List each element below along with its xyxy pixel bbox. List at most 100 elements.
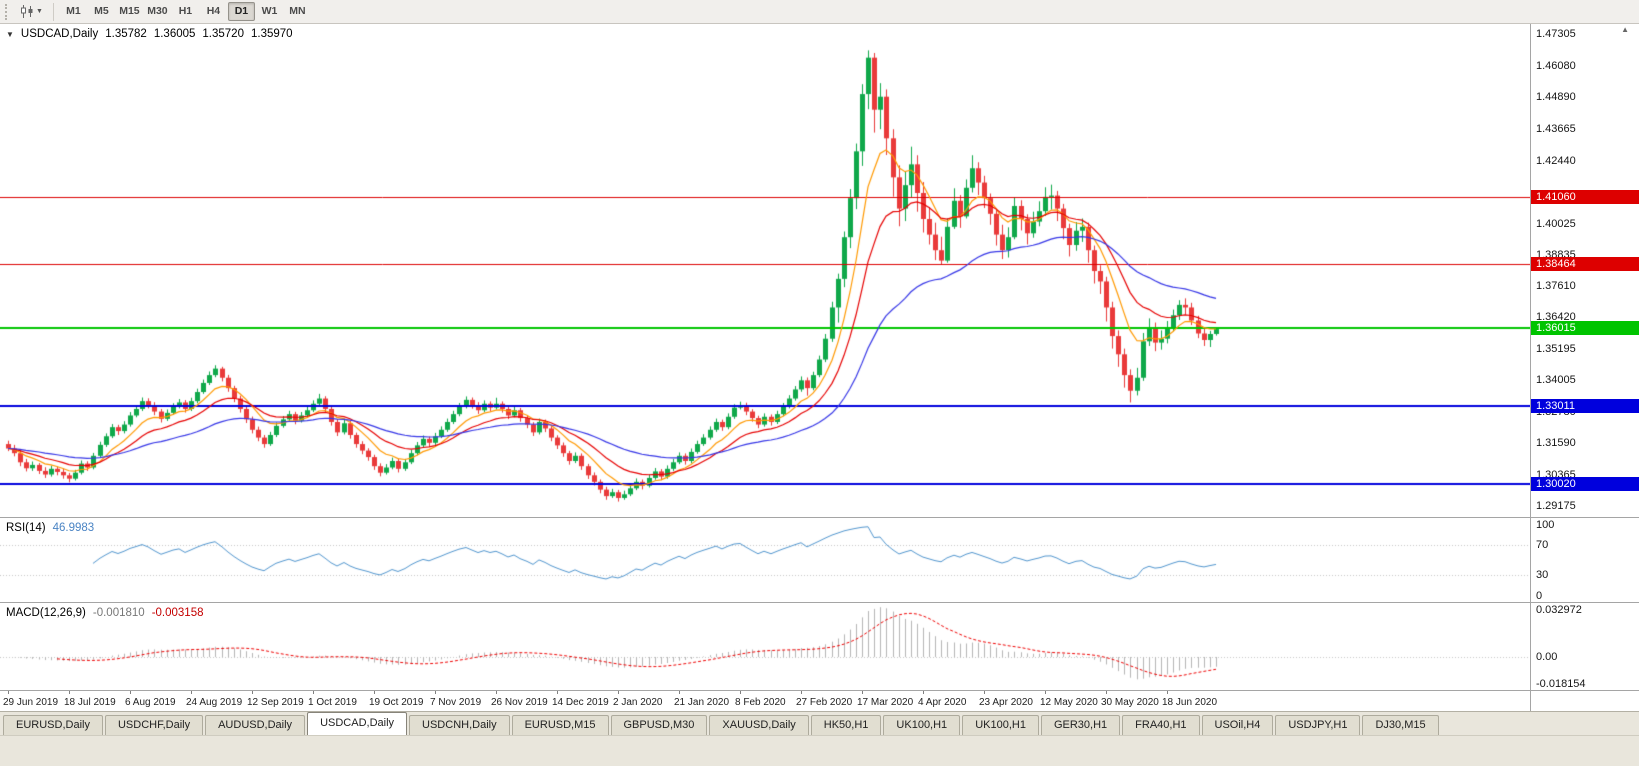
time-axis-label: 27 Feb 2020 (796, 697, 853, 708)
rsi-panel: RSI(14) 46.9983 100 70 30 0 (0, 517, 1639, 602)
timeframe-toolbar: ▼ M1 M5 M15 M30 H1 H4 D1 W1 MN (0, 0, 1639, 24)
price-tick-label: 1.44890 (1536, 90, 1576, 103)
chart-type-dropdown-caret-icon: ▼ (36, 8, 43, 15)
rsi-level-label: 30 (1536, 568, 1549, 581)
tab-usdchf-daily[interactable]: USDCHF,Daily (104, 715, 204, 735)
chart-type-button[interactable]: ▼ (16, 2, 47, 21)
tab-usoil-h4[interactable]: USOil,H4 (1201, 715, 1274, 735)
tab-dj30-m15[interactable]: DJ30,M15 (1362, 715, 1439, 735)
price-scale[interactable]: ▲ 1.47305 1.46080 1.44890 1.43665 1.42440 1.4… (1530, 24, 1639, 517)
time-axis-label: 18 Jun 2020 (1162, 697, 1218, 708)
time-axis-tick (618, 691, 619, 694)
tab-usdcad-daily[interactable]: USDCAD,Daily (307, 712, 408, 735)
timeframe-button-h4[interactable]: H4 (206, 5, 221, 17)
price-tick-label: 1.29175 (1536, 499, 1576, 512)
tab-usdcnh-daily[interactable]: USDCNH,Daily (409, 715, 510, 735)
time-axis-label: 26 Nov 2019 (491, 697, 548, 708)
chart-symbol-period: USDCAD,Daily (20, 28, 99, 40)
time-axis-tick (862, 691, 863, 694)
time-axis-tick (801, 691, 802, 694)
price-line-badge: 1.30020 (1531, 476, 1639, 491)
tab-hk50-h1[interactable]: HK50,H1 (810, 715, 882, 735)
tab-eurusd-daily[interactable]: EURUSD,Daily (3, 715, 103, 735)
time-axis-tick (191, 691, 192, 694)
time-axis-tick (374, 691, 375, 694)
time-axis-tick (313, 691, 314, 694)
timeframe-button-m1[interactable]: M1 (66, 5, 81, 17)
toolbar-separator (52, 2, 54, 21)
timeframe-button-mn[interactable]: MN (289, 5, 306, 17)
ohlc-high: 1.36005 (153, 28, 196, 40)
time-axis-label: 21 Jan 2020 (674, 697, 730, 708)
time-axis-tick (923, 691, 924, 694)
rsi-header: RSI(14) 46.9983 (6, 522, 94, 534)
price-line-badge: 1.38464 (1531, 257, 1639, 272)
time-axis-tick (8, 691, 9, 694)
time-axis[interactable]: 29 Jun 2019 18 Jul 2019 6 Aug 2019 24 Aug 2… (0, 691, 1530, 711)
time-axis-label: 7 Nov 2019 (430, 697, 482, 708)
time-axis-tick (130, 691, 131, 694)
time-axis-label: 8 Feb 2020 (735, 697, 786, 708)
time-axis-label: 14 Dec 2019 (552, 697, 609, 708)
axis-corner (1530, 691, 1639, 711)
macd-chart-canvas[interactable] (0, 603, 1530, 690)
ohlc-close: 1.35970 (250, 28, 293, 40)
macd-level-label: 0.032972 (1536, 604, 1582, 616)
macd-level-label: 0.00 (1536, 651, 1558, 663)
rsi-scale[interactable]: 100 70 30 0 (1530, 518, 1639, 602)
time-axis-tick (557, 691, 558, 694)
rsi-value: 46.9983 (52, 522, 95, 534)
time-axis-tick (496, 691, 497, 694)
tab-gbpusd-m30[interactable]: GBPUSD,M30 (610, 715, 708, 735)
tab-usdjpy-h1[interactable]: USDJPY,H1 (1275, 715, 1361, 735)
timeframe-button-w1[interactable]: W1 (261, 5, 278, 17)
price-tick-label: 1.43665 (1536, 122, 1576, 135)
candlestick-chart-icon (21, 5, 33, 18)
price-tick-label: 1.31590 (1536, 437, 1576, 450)
macd-signal-value: -0.003158 (151, 607, 204, 619)
time-axis-label: 23 Apr 2020 (979, 697, 1033, 708)
ohlc-low: 1.35720 (202, 28, 244, 40)
toolbar-gripper[interactable] (5, 3, 11, 20)
price-tick-label: 1.40025 (1536, 217, 1576, 230)
time-axis-label: 6 Aug 2019 (125, 697, 176, 708)
chart-title: ▼ USDCAD,Daily 1.35782 1.36005 1.35720 1… (6, 28, 293, 40)
price-chart-canvas[interactable] (0, 24, 1530, 517)
timeframe-button-m5[interactable]: M5 (94, 5, 109, 17)
timeframe-button-m15[interactable]: M15 (119, 5, 140, 17)
time-axis-label: 2 Jan 2020 (613, 697, 663, 708)
price-tick-label: 1.46080 (1536, 59, 1576, 72)
timeframe-button-d1[interactable]: D1 (227, 2, 255, 21)
time-axis-tick (1106, 691, 1107, 694)
time-axis-tick (435, 691, 436, 694)
tab-uk100-h1-2[interactable]: UK100,H1 (962, 715, 1039, 735)
timeframe-button-h1[interactable]: H1 (178, 5, 193, 17)
time-axis-tick (984, 691, 985, 694)
timeframe-button-m30[interactable]: M30 (147, 5, 168, 17)
tab-ger30-h1[interactable]: GER30,H1 (1040, 715, 1121, 735)
rsi-level-label: 100 (1536, 519, 1555, 531)
time-axis-tick (1045, 691, 1046, 694)
tab-audusd-daily[interactable]: AUDUSD,Daily (205, 715, 306, 735)
chart-collapse-icon[interactable]: ▼ (6, 29, 14, 39)
time-axis-tick (1167, 691, 1168, 694)
macd-scale[interactable]: 0.032972 0.00 -0.018154 (1530, 603, 1639, 690)
price-tick-label: 1.36420 (1536, 311, 1576, 324)
tab-fra40-h1[interactable]: FRA40,H1 (1122, 715, 1200, 735)
price-tick-label: 1.42440 (1536, 154, 1576, 167)
rsi-chart-canvas[interactable] (0, 518, 1530, 602)
tab-uk100-h1[interactable]: UK100,H1 (883, 715, 961, 735)
rsi-label: RSI(14) (6, 522, 46, 534)
price-tick-label: 1.34005 (1536, 374, 1576, 387)
tab-xauusd-daily[interactable]: XAUUSD,Daily (709, 715, 809, 735)
tab-eurusd-m15[interactable]: EURUSD,M15 (511, 715, 609, 735)
scroll-arrow-icon[interactable]: ▲ (1621, 25, 1629, 34)
time-axis-label: 12 Sep 2019 (247, 697, 304, 708)
time-axis-label: 30 May 2020 (1101, 697, 1159, 708)
time-axis-label: 4 Apr 2020 (918, 697, 967, 708)
price-line-badge: 1.33011 (1531, 399, 1639, 414)
time-axis-label: 17 Mar 2020 (857, 697, 914, 708)
time-axis-label: 1 Oct 2019 (308, 697, 357, 708)
status-bar (0, 735, 1639, 766)
